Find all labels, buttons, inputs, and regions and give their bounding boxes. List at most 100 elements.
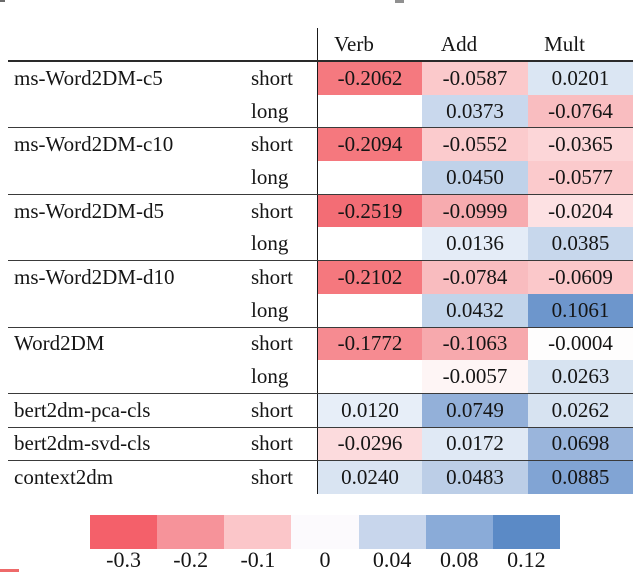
row-variant-label: long xyxy=(251,297,289,322)
value-cell: -0.1063 xyxy=(422,327,528,361)
row-model-label xyxy=(8,227,250,260)
value-cell: -0.2102 xyxy=(317,261,422,294)
row-model-label: bert2dm-pca-cls xyxy=(14,397,151,422)
value-cell: 0.0120 xyxy=(317,393,422,427)
row-variant-label: short xyxy=(251,431,293,456)
colorbar-tick-label: -0.2 xyxy=(173,547,209,572)
table-row: Word2DM short -0.1772 -0.1063 -0.0004 xyxy=(8,326,633,361)
table-row: long 0.0136 0.0385 xyxy=(8,227,633,261)
row-variant-label: short xyxy=(251,65,293,90)
value-cell: 0.0201 xyxy=(528,62,633,95)
value-cell: 0.0885 xyxy=(528,461,633,494)
value-cell: -0.0552 xyxy=(422,128,528,162)
table-row: long 0.0450 -0.0577 xyxy=(8,161,633,194)
colorbar-tick-label: -0.1 xyxy=(240,547,276,572)
colorbar-segment xyxy=(291,515,359,549)
row-model-label: ms-Word2DM-c10 xyxy=(14,132,174,157)
value-cell: 0.0483 xyxy=(422,461,528,494)
value-cell xyxy=(317,161,422,194)
row-variant-label: short xyxy=(251,198,293,223)
colorbar-segment xyxy=(358,515,426,549)
value-cell: -0.0204 xyxy=(528,194,633,228)
value-cell: 0.1061 xyxy=(528,293,633,327)
colorbar-segment xyxy=(157,515,225,549)
table-row: long 0.0432 0.1061 xyxy=(8,293,633,327)
value-cell xyxy=(317,360,422,393)
row-variant-label: short xyxy=(251,264,293,289)
value-cell: -0.0004 xyxy=(528,327,633,361)
value-cell xyxy=(317,227,422,261)
table-row: ms-Word2DM-d5 short -0.2519 -0.0999 -0.0204 xyxy=(8,193,633,228)
value-cell: 0.0450 xyxy=(422,161,528,194)
colorbar xyxy=(90,515,560,549)
row-model-label: ms-Word2DM-c5 xyxy=(14,65,163,90)
table-body: ms-Word2DM-c5 short -0.2062 -0.0587 0.0201 lo… xyxy=(8,62,633,494)
colorbar-tick-label: 0.12 xyxy=(507,547,546,572)
table-row: long -0.0057 0.0263 xyxy=(8,360,633,393)
row-variant-label: short xyxy=(251,331,293,356)
value-cell: 0.0240 xyxy=(317,461,422,494)
value-cell: 0.0172 xyxy=(422,427,528,461)
value-cell: 0.0698 xyxy=(528,427,633,461)
value-cell: 0.0373 xyxy=(422,94,528,128)
table-row: ms-Word2DM-c5 short -0.2062 -0.0587 0.0201 xyxy=(8,62,633,95)
value-cell: -0.0296 xyxy=(317,427,422,461)
value-cell: 0.0262 xyxy=(528,393,633,427)
row-variant-label: short xyxy=(251,397,293,422)
column-header-verb: Verb xyxy=(317,28,422,60)
row-model-label xyxy=(8,161,250,194)
value-cell: -0.0587 xyxy=(422,62,528,95)
row-model-label: context2dm xyxy=(14,465,114,490)
colorbar-tick-label: 0.04 xyxy=(372,547,412,572)
value-cell: -0.0577 xyxy=(528,161,633,194)
value-cell: 0.0385 xyxy=(528,227,633,261)
colorbar-segment xyxy=(425,515,493,549)
value-cell: -0.0609 xyxy=(528,261,633,294)
header-spacer-variant xyxy=(250,28,317,60)
value-cell: 0.0432 xyxy=(422,293,528,327)
row-model-label: ms-Word2DM-d5 xyxy=(14,198,164,223)
row-variant-label: long xyxy=(251,164,289,189)
value-cell: -0.0999 xyxy=(422,194,528,228)
value-cell xyxy=(317,293,422,327)
results-table: Verb Add Mult ms-Word2DM-c5 short -0.2062-… xyxy=(8,28,633,494)
row-model-label: ms-Word2DM-d10 xyxy=(14,264,175,289)
value-cell xyxy=(317,94,422,128)
value-cell: 0.0136 xyxy=(422,227,528,261)
value-cell: -0.1772 xyxy=(317,327,422,361)
value-cell: -0.0365 xyxy=(528,128,633,162)
header-spacer-model xyxy=(8,28,250,60)
colorbar-tick-label: 0.08 xyxy=(440,547,479,572)
row-variant-label: long xyxy=(251,98,289,123)
row-model-label: bert2dm-svd-cls xyxy=(14,431,151,456)
row-variant-label: long xyxy=(251,364,289,389)
value-cell: -0.0784 xyxy=(422,261,528,294)
row-model-label: Word2DM xyxy=(14,331,105,356)
table-row: long 0.0373 -0.0764 xyxy=(8,94,633,128)
crop-artifact-bottom-left xyxy=(0,569,19,572)
value-cell: -0.2062 xyxy=(317,62,422,95)
value-cell: -0.2519 xyxy=(317,194,422,228)
colorbar-tick-label: -0.3 xyxy=(106,547,141,572)
value-cell: -0.0764 xyxy=(528,94,633,128)
row-variant-label: short xyxy=(251,132,293,157)
row-model-label xyxy=(8,294,250,327)
table-row: bert2dm-pca-cls short 0.0120 0.0749 0.0262 xyxy=(8,392,633,427)
table-row: ms-Word2DM-c10 short -0.2094 -0.0552 -0.0365 xyxy=(8,127,633,162)
colorbar-segment xyxy=(224,515,292,549)
table-row: ms-Word2DM-d10 short -0.2102 -0.0784 -0.0609 xyxy=(8,260,633,294)
value-cell: -0.2094 xyxy=(317,128,422,162)
column-header-mult: Mult xyxy=(544,31,585,56)
crop-artifact-top-middle xyxy=(395,0,404,3)
colorbar-tick-labels: -0.3 -0.2 -0.1 0 0.04 0.08 0.12 xyxy=(90,548,560,572)
crop-artifact-top-left xyxy=(0,0,5,2)
row-variant-label: short xyxy=(251,465,293,490)
colorbar-tick-label: 0 xyxy=(319,547,331,572)
column-header-add: Add xyxy=(440,31,478,56)
row-variant-label: long xyxy=(251,231,289,256)
row-model-label xyxy=(8,360,250,393)
table-row: context2dm short 0.0240 0.0483 0.0885 xyxy=(8,460,633,494)
table-header-row: Verb Add Mult xyxy=(8,28,633,62)
colorbar-segment xyxy=(492,515,560,549)
